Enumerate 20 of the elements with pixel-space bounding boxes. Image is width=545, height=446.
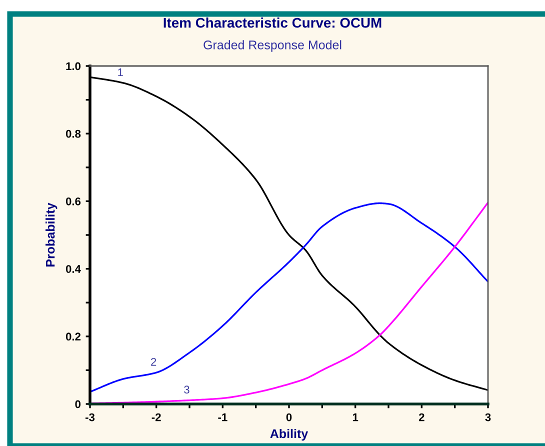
series-label: 3	[184, 386, 190, 394]
x-tick-label: 2	[418, 413, 424, 422]
y-tick-label: 0.2	[66, 332, 81, 341]
x-tick-label: -3	[85, 413, 95, 422]
y-tick-label: 0.4	[66, 265, 81, 273]
y-axis-title: Probability	[46, 202, 58, 266]
x-tick-label: -2	[152, 413, 161, 422]
chart-subtitle: Graded Response Model	[204, 40, 342, 52]
x-tick-label: 0	[286, 413, 292, 422]
y-tick-label: 0.6	[66, 197, 81, 206]
x-tick-label: -1	[218, 413, 228, 422]
series-label: 2	[151, 358, 156, 366]
y-tick-label: 0.8	[66, 130, 81, 138]
x-tick-label: 3	[485, 413, 491, 422]
x-axis-title: Ability	[270, 428, 308, 441]
series-label: 1	[118, 68, 123, 76]
y-tick-label: 1.0	[66, 62, 81, 70]
chart-title: Item Characteristic Curve: OCUM	[164, 18, 382, 28]
y-tick-label: 0	[75, 400, 81, 408]
x-tick-label: 1	[352, 413, 358, 422]
